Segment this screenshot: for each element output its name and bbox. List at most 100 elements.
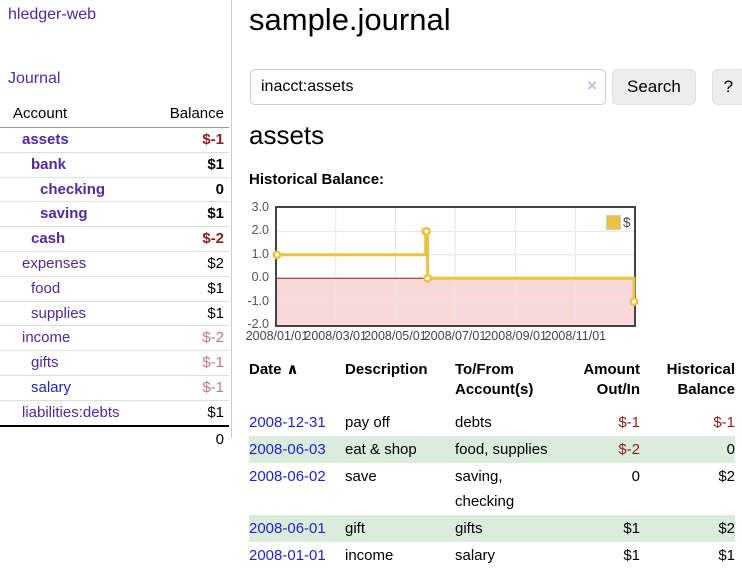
account-balance: $1 [207,403,224,421]
transaction-date-link[interactable]: 2008-06-03 [249,441,326,458]
legend-label: $ [623,215,631,230]
transaction-date-link[interactable]: 2008-12-31 [249,414,326,431]
account-balance: $2 [207,254,224,272]
transaction-amount: $1 [623,547,640,564]
search-input[interactable] [250,69,606,105]
transaction-date-link[interactable]: 2008-01-01 [249,547,326,564]
page-title: sample.journal [249,2,451,37]
plot-area [272,206,639,327]
accounts-table: Account Balance assets $-1 bank $1 [0,101,229,452]
account-link[interactable]: salary [31,378,72,396]
register-header-row: Date ∧ Description To/From Account(s) Amo… [249,358,735,409]
balance-column-header: Balance [169,105,224,122]
transaction-balance: $2 [718,468,735,485]
register-header-accounts: To/From Account(s) [455,361,534,398]
register-row: 2008-01-01 income salary $1 $1 [249,542,735,569]
register-header-description: Description [345,361,428,378]
account-balance: $1 [207,304,224,322]
chart-legend: $ [606,215,631,230]
register-rows: 2008-12-31 pay off debts $-1 $-1 2008-06… [249,409,735,569]
search-form: × Search ? [250,69,742,105]
account-balance: $1 [207,279,224,297]
account-row: assets $-1 [0,128,229,152]
y-tick-label: 0.0 [251,270,269,285]
account-balance: $-1 [202,131,224,148]
register-row: 2008-06-03 eat & shop food, supplies $-2… [249,436,735,463]
x-axis-labels: 2008/01/01 2008/03/01 2008/05/01 2008/07/01… [240,329,742,347]
app-brand-link[interactable]: hledger-web [8,6,97,23]
register-header-amount: Amount Out/In [583,361,640,398]
help-button[interactable]: ? [711,69,742,105]
transaction-accounts: gifts [455,520,483,537]
transaction-description: save [345,468,377,485]
y-tick-label: 3.0 [251,200,269,214]
chart-title: Historical Balance: [249,171,385,188]
y-tick-label: -1.0 [247,293,269,308]
x-tick-label: 2008/05/01 [364,329,427,343]
transaction-balance: $-1 [713,414,735,431]
accounts-list: assets $-1 bank $1 checking 0 savin [0,128,229,425]
account-link[interactable]: income [22,329,71,347]
account-row: food $1 [0,275,229,301]
y-tick-label: 1.0 [251,246,269,261]
x-tick-label: 2008/03/01 [304,329,367,343]
transaction-description: eat & shop [345,441,417,458]
transaction-description: income [345,547,394,564]
account-row: saving $1 [0,201,229,226]
account-link[interactable]: supplies [31,304,87,322]
account-link[interactable]: expenses [22,254,87,272]
register-header-date[interactable]: Date ∧ [249,361,299,378]
account-row: salary $-1 [0,374,229,400]
account-balance: $-1 [202,354,224,372]
account-balance: $-2 [202,329,224,347]
transaction-amount: $-2 [618,441,640,458]
account-row: income $-2 [0,325,229,350]
account-link[interactable]: food [31,279,61,297]
transaction-balance: $1 [718,547,735,564]
register-header-balance: Historical Balance [666,361,735,398]
search-button[interactable]: Search [612,69,696,105]
transaction-description: gift [345,520,366,537]
transaction-date-link[interactable]: 2008-06-02 [249,468,326,485]
transaction-accounts: debts [455,414,492,431]
historical-balance-chart: 3.0 2.0 1.0 0.0 -1.0 -2.0 2008/01/01 2008/03/0… [240,200,742,355]
x-tick-label: 2008/01/01 [245,329,309,343]
account-link[interactable]: liabilities:debts [22,403,120,421]
account-row: expenses $2 [0,250,229,276]
transaction-amount: 0 [631,468,640,485]
register-row: 2008-12-31 pay off debts $-1 $-1 [249,409,735,436]
transaction-accounts: saving, checking [455,468,515,510]
sidebar: hledger-web Journal Account Balance asse… [0,0,232,448]
transaction-balance: 0 [726,441,735,458]
transaction-balance: $2 [718,520,735,537]
account-link[interactable]: assets [22,131,69,148]
account-balance: $-1 [202,378,224,396]
x-tick-label: 2008/07/01 [423,329,487,343]
account-row: liabilities:debts $1 [0,399,229,425]
account-link[interactable]: checking [40,180,106,198]
sidebar-item-journal[interactable]: Journal [8,70,61,87]
legend-swatch [606,215,621,230]
transaction-amount: $1 [623,520,640,537]
account-column-header: Account [13,105,68,122]
accounts-total-row: 0 [0,424,229,452]
account-link[interactable]: bank [31,155,67,173]
account-link[interactable]: cash [31,230,66,248]
account-balance: $1 [207,205,224,223]
y-axis-labels: 3.0 2.0 1.0 0.0 -1.0 -2.0 [240,200,271,331]
transaction-amount: $-1 [618,414,640,431]
account-row: cash $-2 [0,226,229,251]
x-tick-label: 2008/09/01 [484,329,547,343]
account-link[interactable]: saving [40,205,88,223]
register-row: 2008-06-02 save saving, checking 0 $2 [249,463,735,515]
y-tick-label: 2.0 [251,223,269,238]
clear-search-icon[interactable]: × [587,76,597,95]
account-row: checking 0 [0,176,229,202]
account-row: supplies $1 [0,300,229,326]
account-link[interactable]: gifts [31,354,59,372]
register-table: Date ∧ Description To/From Account(s) Amo… [249,358,735,569]
transaction-date-link[interactable]: 2008-06-01 [249,520,326,537]
plot-svg [272,208,639,325]
main-content: sample.journal × Search ? assets Histori… [240,0,742,582]
